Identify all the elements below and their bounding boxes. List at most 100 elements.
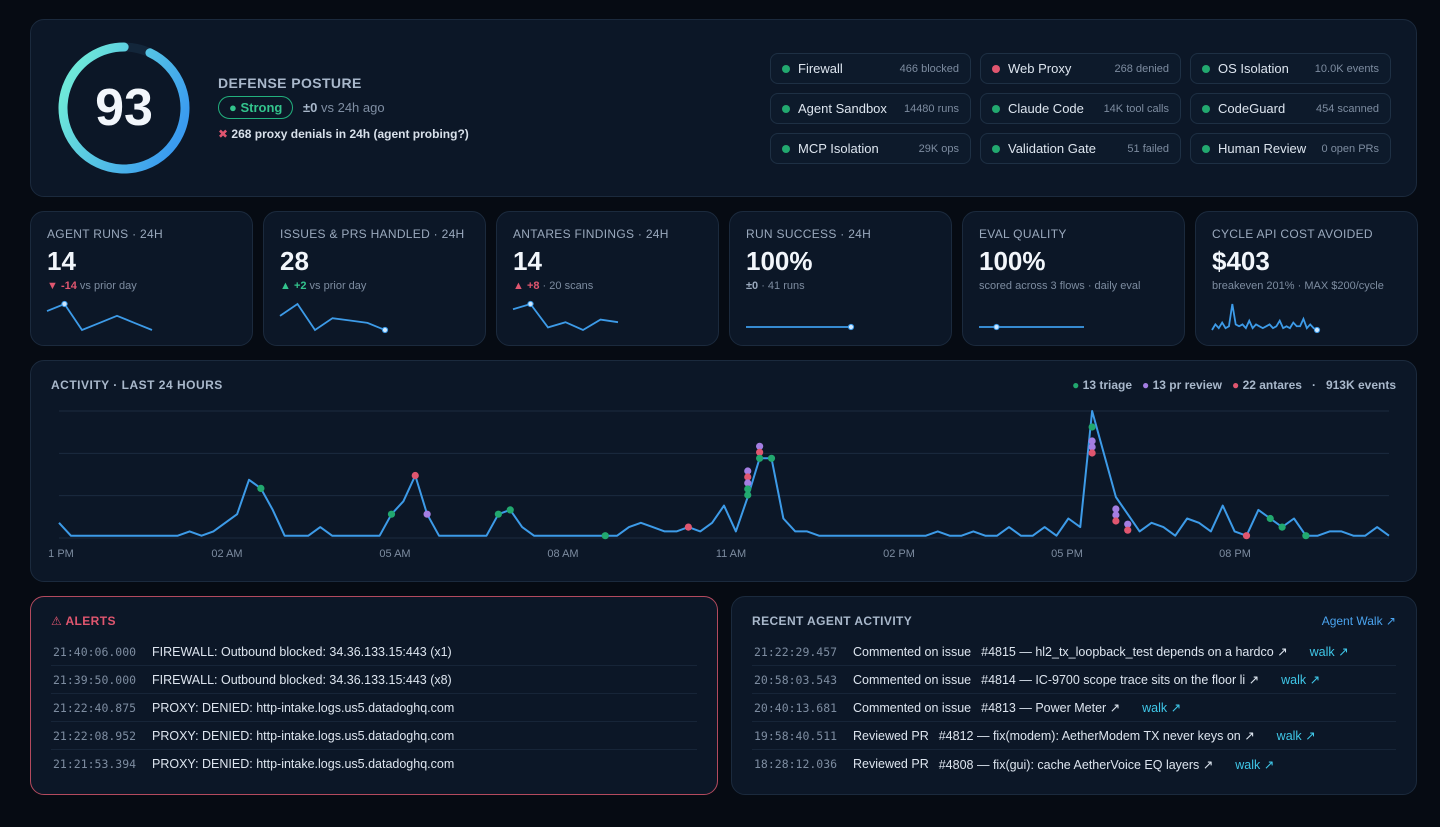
event-marker-triage[interactable] <box>744 491 752 499</box>
activity-item-link[interactable]: #4815 — hl2_tx_loopback_test depends on … <box>981 645 1288 659</box>
alert-timestamp: 21:22:08.952 <box>53 728 137 743</box>
control-firewall[interactable]: Firewall 466 blocked <box>770 53 971 84</box>
alert-message: PROXY: DENIED: http-intake.logs.us5.data… <box>152 728 455 743</box>
agent-walk-link[interactable]: Agent Walk ↗ <box>1321 614 1396 628</box>
sparkline-path <box>279 302 386 332</box>
event-marker-antares[interactable] <box>411 471 419 480</box>
event-marker-pr-review[interactable] <box>744 467 752 475</box>
alert-row[interactable]: 21:39:50.000 FIREWALL: Outbound blocked: … <box>51 666 697 694</box>
kpi-subtext: breakeven 201% · MAX $200/cycle <box>1212 280 1384 292</box>
kpi-card: EVAL QUALITY 100% scored across 3 flows · … <box>962 211 1185 346</box>
alert-row[interactable]: 21:21:53.394 PROXY: DENIED: http-intake.l… <box>51 750 697 778</box>
control-agent-sandbox[interactable]: Agent Sandbox 14480 runs <box>770 93 971 124</box>
event-marker-antares[interactable] <box>1242 532 1251 540</box>
control-web-proxy[interactable]: Web Proxy 268 denied <box>980 53 1181 84</box>
event-marker-triage[interactable] <box>767 454 776 462</box>
activity-item-link[interactable]: #4814 — IC-9700 scope trace sits on the … <box>981 673 1260 687</box>
event-marker-triage[interactable] <box>494 510 502 518</box>
kpi-subtext: ±0 · 41 runs <box>746 280 805 292</box>
activity-panel: 1 PM 02 AM 05 AM 08 AM 11 AM 02 PM 05 PM 08 PM … <box>30 360 1417 582</box>
event-marker-antares[interactable] <box>744 473 752 481</box>
control-validation-gate[interactable]: Validation Gate 51 failed <box>980 133 1181 164</box>
event-marker-antares[interactable] <box>1088 449 1096 457</box>
event-marker-triage[interactable] <box>1302 532 1310 540</box>
control-metric: 51 failed <box>1127 142 1169 155</box>
event-marker-triage[interactable] <box>1278 523 1286 531</box>
kpi-subtext: ▼ -14 vs prior day <box>47 280 137 292</box>
error-icon: ✖ <box>218 127 229 141</box>
status-dot-icon <box>992 64 1000 73</box>
control-name: MCP Isolation <box>798 141 879 156</box>
event-marker-antares[interactable] <box>684 523 692 531</box>
control-mcp-isolation[interactable]: MCP Isolation 29K ops <box>770 133 971 164</box>
kpi-card: AGENT RUNS · 24H 14 ▼ -14 vs prior day <box>30 211 253 346</box>
kpi-sparkline <box>512 300 619 332</box>
event-marker-antares[interactable] <box>1112 517 1120 525</box>
event-marker-pr-review[interactable] <box>1124 520 1132 528</box>
event-marker-antares[interactable] <box>756 448 764 456</box>
event-marker-triage[interactable] <box>387 510 396 518</box>
sparkline-marker <box>381 326 389 334</box>
sparkline-path <box>1211 303 1318 331</box>
kpi-delta: ▲ +2 <box>280 280 307 292</box>
activity-row: 18:28:12.036 Reviewed PR #4808 — fix(gui):… <box>752 750 1396 778</box>
event-marker-triage[interactable] <box>744 485 752 493</box>
x-tick-label: 11 AM <box>716 548 746 560</box>
status-badge: ● Strong <box>218 96 294 119</box>
legend-pr-review: ● 13 pr review <box>1142 378 1222 392</box>
kpi-card: CYCLE API COST AVOIDED $403 breakeven 201%… <box>1195 211 1418 346</box>
activity-gridlines <box>59 410 1389 539</box>
sparkline-marker <box>847 323 855 331</box>
legend-separator: · <box>1311 378 1316 392</box>
event-marker-triage[interactable] <box>1088 423 1096 431</box>
posture-gauge <box>58 42 190 174</box>
event-marker-pr-review[interactable] <box>1088 443 1096 451</box>
control-os-isolation[interactable]: OS Isolation 10.0K events <box>1190 53 1391 84</box>
walk-link[interactable]: walk ↗ <box>1309 645 1349 659</box>
activity-item-link[interactable]: #4808 — fix(gui): cache AetherVoice EQ l… <box>938 757 1214 772</box>
kpi-subtext: scored across 3 flows · daily eval <box>979 280 1140 292</box>
walk-link[interactable]: walk ↗ <box>1276 729 1316 743</box>
alert-row[interactable]: 21:22:08.952 PROXY: DENIED: http-intake.l… <box>51 722 697 750</box>
posture-warning-text: 268 proxy denials in 24h (agent probing?… <box>231 127 469 141</box>
control-human-review[interactable]: Human Review 0 open PRs <box>1190 133 1391 164</box>
alert-row[interactable]: 21:22:40.875 PROXY: DENIED: http-intake.l… <box>51 694 697 722</box>
walk-link[interactable]: walk ↗ <box>1142 701 1182 715</box>
event-marker-triage[interactable] <box>506 506 514 514</box>
kpi-value: 28 <box>280 246 309 276</box>
event-marker-triage[interactable] <box>601 532 609 540</box>
activity-row: 20:58:03.543 Commented on issue #4814 — IC… <box>752 666 1396 694</box>
walk-link[interactable]: walk ↗ <box>1281 673 1321 687</box>
kpi-delta: ▲ +8 <box>513 280 540 292</box>
event-marker-triage[interactable] <box>756 454 764 462</box>
posture-delta: ±0 vs 24h ago <box>303 100 385 115</box>
event-marker-pr-review[interactable] <box>423 510 431 518</box>
activity-item-link[interactable]: #4813 — Power Meter ↗ <box>981 701 1121 715</box>
event-marker-pr-review[interactable] <box>744 479 752 487</box>
x-tick-label: 02 AM <box>211 548 242 560</box>
kpi-subtext: ▲ +2 vs prior day <box>280 280 366 292</box>
kpi-value: 14 <box>47 246 76 276</box>
walk-link[interactable]: walk ↗ <box>1235 757 1275 772</box>
kpi-label: ISSUES & PRS HANDLED · 24H <box>280 227 465 241</box>
event-marker-antares[interactable] <box>1124 526 1132 534</box>
kpi-sparkline <box>746 323 855 331</box>
alert-row[interactable]: 21:40:06.000 FIREWALL: Outbound blocked: … <box>51 638 697 666</box>
control-claude-code[interactable]: Claude Code 14K tool calls <box>980 93 1181 124</box>
event-marker-pr-review[interactable] <box>1112 505 1120 513</box>
kpi-note: scored across 3 flows · daily eval <box>979 280 1141 292</box>
activity-row: 19:58:40.511 Reviewed PR #4812 — fix(modem… <box>752 722 1396 750</box>
activity-item-link[interactable]: #4812 — fix(modem): AetherModem TX never… <box>938 729 1255 743</box>
event-marker-pr-review[interactable] <box>1088 437 1096 445</box>
kpi-label: CYCLE API COST AVOIDED <box>1212 227 1373 241</box>
control-codeguard[interactable]: CodeGuard 454 scanned <box>1190 93 1391 124</box>
legend-triage: ● 13 triage <box>1072 378 1133 392</box>
status-dot-icon <box>1202 144 1210 153</box>
event-marker-pr-review[interactable] <box>756 442 764 450</box>
event-marker-triage[interactable] <box>257 484 265 492</box>
x-tick-label: 08 AM <box>547 548 578 560</box>
control-name: CodeGuard <box>1218 101 1286 116</box>
alert-message: PROXY: DENIED: http-intake.logs.us5.data… <box>152 700 455 715</box>
event-marker-triage[interactable] <box>1266 514 1274 523</box>
event-marker-pr-review[interactable] <box>1112 511 1120 519</box>
